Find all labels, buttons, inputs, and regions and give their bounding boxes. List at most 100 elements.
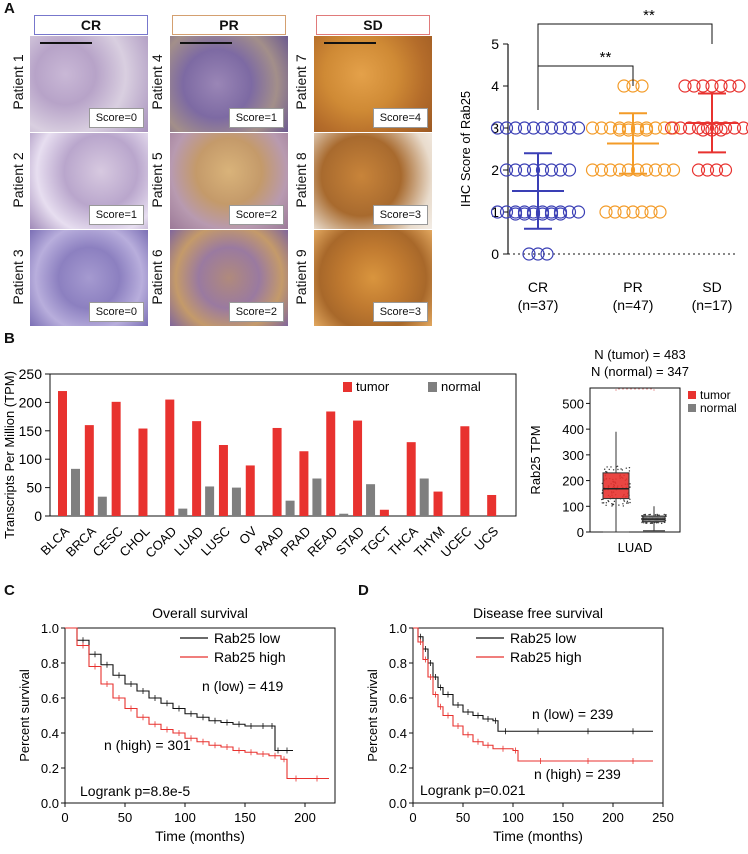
data-point [678,79,692,93]
y-tick-label: 0.8 [41,656,59,671]
group-n-label: (n=37) [518,297,559,313]
sample-dot [601,502,604,504]
legend-label: normal [441,379,481,394]
y-tick-label: 200 [19,394,43,410]
data-point [499,205,514,219]
logrank-label: Logrank p=0.021 [420,782,526,798]
x-tick-label: LUSC [198,524,233,559]
y-tick-label: 300 [562,448,584,463]
sample-dot [628,470,631,472]
sample-dot [611,505,613,507]
y-tick-label: 100 [19,451,43,467]
data-point [639,163,654,177]
sample-dot [643,522,645,524]
data-point [612,163,627,177]
data-point [553,163,568,177]
score-label: Score=1 [228,108,284,128]
plot-frame [49,373,517,517]
bar-normal [339,513,349,516]
data-point [540,247,554,261]
x-tick-label: 150 [234,810,256,825]
y-tick-label: 3 [491,120,499,136]
data-point [745,123,748,133]
data-point [657,121,672,135]
legend-swatch [688,404,696,412]
y-tick-label: 500 [562,396,584,411]
overall-survival-chart: Overall survival 0.0 0.2 0.4 0.6 0.8 1.0 0 50 100… [17,605,336,844]
sample-dot [656,514,659,516]
data-point [621,123,636,137]
sample-dot [648,513,650,516]
y-tick-label: 0 [34,508,42,524]
sample-dot [627,502,629,504]
sample-dot [605,502,608,504]
sample-dot [626,500,629,503]
y-tick-label: 250 [19,366,43,382]
data-point [714,79,728,93]
data-point [639,123,654,137]
ihc-score-chart: 0 1 2 3 4 5 IHC Score of Rab25 CR (n=37) PR (n=47)… [458,7,748,313]
y-axis-label: Transcripts Per Million (TPM) [2,371,17,539]
sample-dot [607,499,609,502]
sample-dot [602,502,605,504]
y-axis-label: Rab25 TPM [528,425,543,494]
sample-dot [616,465,619,467]
data-point [517,163,532,177]
box-tumor [602,472,630,500]
sample-dot [641,518,643,520]
data-point [696,123,710,137]
disease-free-survival-chart: Disease free survival 0.0 0.2 0.4 0.6 0.8 1.0 0… [365,605,674,844]
y-tick-label: 5 [491,36,499,52]
legend-label: Rab25 low [510,630,577,646]
legend-swatch [428,382,437,392]
x-tick-label: LUAD [171,524,206,559]
bar-tumor [272,427,282,516]
data-point [535,163,550,177]
data-point [696,79,710,93]
micrograph-tile: Score=0 [30,36,148,132]
x-tick-label: UCS [471,523,501,553]
data-point [594,163,609,177]
data-point [608,205,622,219]
patient-label: Patient 1 [10,54,26,110]
survival-curve [65,627,329,780]
significance-bracket [537,23,713,110]
comparison-bracket [615,388,655,391]
n-low-label: n (low) = 239 [532,706,614,722]
bar-tumor [326,411,336,516]
data-point [526,207,541,221]
patient-label: Patient 3 [10,249,26,305]
data-point [718,163,733,177]
x-tick-label: 50 [118,810,132,825]
data-point [664,121,679,135]
data-point [635,79,649,93]
sample-dot [649,513,651,516]
patient-label: Patient 2 [10,152,26,208]
data-point [612,123,627,137]
data-point [490,205,505,219]
y-tick-label: 0.4 [389,726,407,741]
data-point [508,121,523,135]
group-n-label: (n=17) [692,297,733,313]
data-point [691,163,706,177]
x-tick-label: 250 [652,810,674,825]
sample-dot [620,468,622,470]
sample-dot [626,502,628,504]
data-point [635,205,649,219]
x-tick-label: 100 [502,810,524,825]
y-tick-label: 0 [577,525,584,540]
group-label: PR [623,279,642,295]
x-tick-label: TGCT [358,523,394,559]
sample-dot [621,469,624,471]
patient-label: Patient 5 [149,152,165,208]
micrograph-tile: Score=1 [170,36,288,132]
sample-dot [608,468,610,471]
data-point [648,121,663,135]
data-point [571,205,586,219]
bar-tumor [218,445,228,516]
score-label: Score=2 [228,302,284,322]
data-point [621,163,636,177]
data-point [594,121,609,135]
bar-normal [205,486,215,516]
